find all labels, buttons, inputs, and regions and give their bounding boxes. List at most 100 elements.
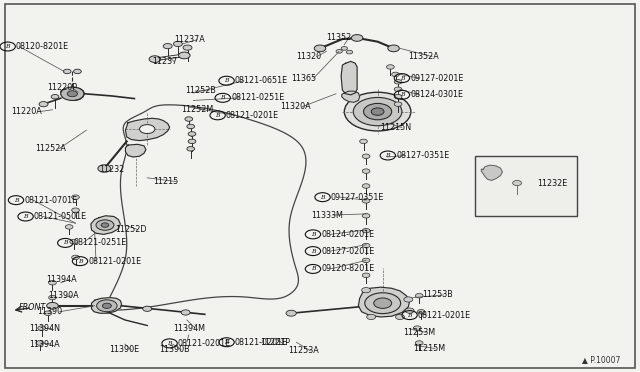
Polygon shape [125, 144, 146, 157]
Circle shape [44, 311, 52, 315]
Text: 11252B: 11252B [186, 86, 216, 94]
Polygon shape [342, 91, 360, 102]
Circle shape [96, 220, 114, 230]
Circle shape [38, 326, 45, 330]
Text: 11252A: 11252A [35, 144, 66, 153]
Text: FRONT: FRONT [19, 303, 47, 312]
Circle shape [173, 41, 182, 46]
Polygon shape [341, 61, 357, 95]
Text: B: B [167, 341, 172, 346]
Text: 11252D: 11252D [115, 225, 147, 234]
Text: 11253B: 11253B [422, 291, 452, 299]
Circle shape [362, 228, 370, 233]
Polygon shape [61, 88, 84, 100]
Text: 08127-0201E: 08127-0201E [321, 247, 374, 256]
Circle shape [179, 52, 190, 59]
Text: 11252M: 11252M [181, 105, 213, 114]
Circle shape [344, 92, 411, 131]
Text: 09127-0201E: 09127-0201E [410, 74, 463, 83]
Circle shape [49, 295, 56, 300]
Bar [475, 156, 577, 216]
Circle shape [367, 314, 376, 320]
Circle shape [362, 288, 371, 293]
Text: 08121-0201E: 08121-0201E [88, 257, 141, 266]
Circle shape [362, 214, 370, 218]
Text: ▲ P.10007: ▲ P.10007 [582, 355, 621, 364]
Circle shape [362, 258, 370, 263]
Circle shape [188, 139, 196, 144]
Text: 11253A: 11253A [288, 346, 319, 355]
Circle shape [405, 308, 414, 313]
Circle shape [74, 69, 81, 74]
Circle shape [346, 50, 353, 54]
Text: 11320: 11320 [296, 52, 321, 61]
Text: 08121-0201E: 08121-0201E [235, 338, 288, 347]
Text: 11394A: 11394A [29, 340, 60, 349]
Text: 11365: 11365 [291, 74, 316, 83]
Circle shape [187, 124, 195, 129]
Text: 11390E: 11390E [109, 345, 139, 354]
Circle shape [101, 223, 109, 227]
Circle shape [143, 306, 152, 311]
Circle shape [336, 49, 342, 53]
Circle shape [63, 69, 71, 74]
Circle shape [286, 310, 296, 316]
Text: 11390B: 11390B [159, 345, 189, 354]
Text: 08121-0501E: 08121-0501E [34, 212, 87, 221]
Circle shape [185, 117, 193, 121]
Circle shape [72, 208, 79, 212]
Circle shape [70, 240, 77, 244]
Text: B: B [215, 113, 220, 118]
Text: 11237A: 11237A [174, 35, 205, 44]
Circle shape [362, 169, 370, 173]
Text: 09120-8201E: 09120-8201E [321, 264, 374, 273]
Circle shape [394, 87, 402, 92]
Circle shape [374, 298, 392, 308]
Text: 08120-8201E: 08120-8201E [16, 42, 69, 51]
Circle shape [187, 147, 195, 151]
Polygon shape [125, 118, 170, 141]
Text: 08121-0201E: 08121-0201E [226, 111, 279, 120]
Circle shape [388, 45, 399, 52]
Circle shape [72, 195, 79, 199]
Circle shape [102, 303, 111, 308]
Circle shape [51, 94, 59, 99]
Polygon shape [91, 216, 120, 234]
Text: 08124-0201E: 08124-0201E [321, 230, 374, 239]
Circle shape [39, 102, 48, 107]
Circle shape [183, 45, 192, 50]
Text: 11220P: 11220P [47, 83, 77, 92]
Circle shape [362, 199, 370, 203]
Circle shape [415, 294, 423, 298]
Circle shape [362, 273, 370, 278]
Circle shape [417, 310, 425, 314]
Text: B: B [407, 312, 412, 318]
Text: B: B [5, 44, 10, 49]
Circle shape [36, 341, 44, 345]
Circle shape [396, 314, 404, 320]
Circle shape [364, 103, 392, 120]
Circle shape [394, 94, 402, 99]
Circle shape [98, 165, 111, 172]
Text: B: B [220, 95, 225, 100]
Text: B: B [63, 240, 68, 246]
Polygon shape [92, 298, 122, 313]
Text: 11237: 11237 [152, 57, 177, 66]
Text: 11394M: 11394M [173, 324, 205, 333]
Text: 09127-0351E: 09127-0351E [331, 193, 384, 202]
Circle shape [362, 154, 370, 158]
Circle shape [362, 184, 370, 188]
Circle shape [392, 72, 399, 77]
Circle shape [371, 108, 384, 115]
Text: B: B [224, 78, 229, 83]
Text: B: B [224, 340, 229, 345]
Circle shape [404, 297, 413, 302]
Text: B: B [399, 76, 404, 81]
Circle shape [97, 300, 117, 312]
Text: 11333M: 11333M [311, 211, 343, 219]
Circle shape [314, 45, 326, 52]
Circle shape [353, 97, 402, 126]
Text: 11232E: 11232E [538, 179, 568, 187]
Circle shape [149, 56, 161, 62]
Text: 11221P: 11221P [260, 339, 291, 347]
